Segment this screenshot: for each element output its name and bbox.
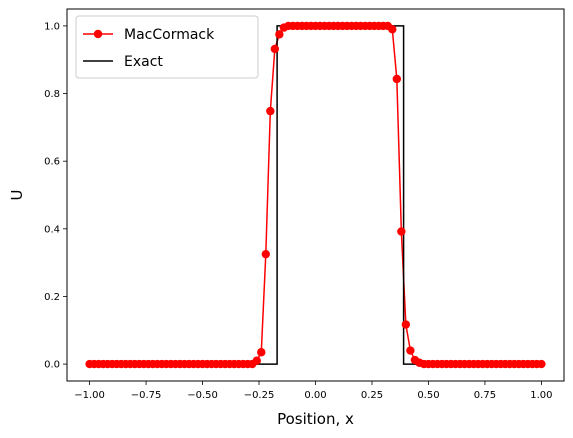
y-tick-label: 0.2 (44, 292, 60, 303)
x-tick-label: −0.25 (244, 390, 275, 401)
x-tick-label: 0.00 (304, 390, 326, 401)
plot-area (85, 21, 546, 369)
data-point-maccormack (388, 25, 397, 34)
y-tick-label: 0.0 (44, 360, 60, 371)
x-axis: −1.00 −0.75 −0.50 −0.25 0.00 0.25 0.50 0.75 1.00 (74, 381, 553, 401)
data-point-maccormack (537, 359, 546, 369)
legend-box (75, 15, 259, 79)
y-tick-label: 1.0 (44, 21, 60, 32)
data-point-maccormack (270, 44, 280, 54)
legend: MacCormack Exact (75, 15, 259, 79)
y-tick-label: 0.8 (44, 89, 60, 100)
x-tick-label: 1.00 (530, 390, 552, 401)
x-axis-label: Position, x (277, 410, 354, 428)
x-tick-label: 0.75 (474, 390, 496, 401)
legend-marker-maccormack (93, 29, 103, 39)
y-axis-label: U (8, 190, 26, 201)
x-tick-label: 0.50 (417, 390, 439, 401)
data-point-maccormack (252, 356, 261, 365)
legend-label-exact: Exact (124, 54, 163, 70)
y-axis: 0.0 0.2 0.4 0.6 0.8 1.0 (44, 21, 67, 371)
y-tick-label: 0.4 (44, 224, 60, 235)
data-point-maccormack (266, 106, 275, 116)
data-point-maccormack (257, 348, 266, 357)
y-tick-label: 0.6 (44, 157, 60, 168)
x-tick-label: −0.50 (187, 390, 218, 401)
data-point-maccormack (392, 74, 402, 84)
x-tick-label: −1.00 (74, 390, 105, 401)
data-point-maccormack (261, 249, 270, 259)
data-point-maccormack (275, 30, 284, 39)
data-point-maccormack (401, 320, 411, 329)
x-tick-label: −0.75 (131, 390, 162, 401)
legend-label-maccormack: MacCormack (124, 27, 215, 43)
x-tick-label: 0.25 (361, 390, 383, 401)
data-point-maccormack (406, 346, 415, 355)
data-point-maccormack (397, 227, 406, 236)
